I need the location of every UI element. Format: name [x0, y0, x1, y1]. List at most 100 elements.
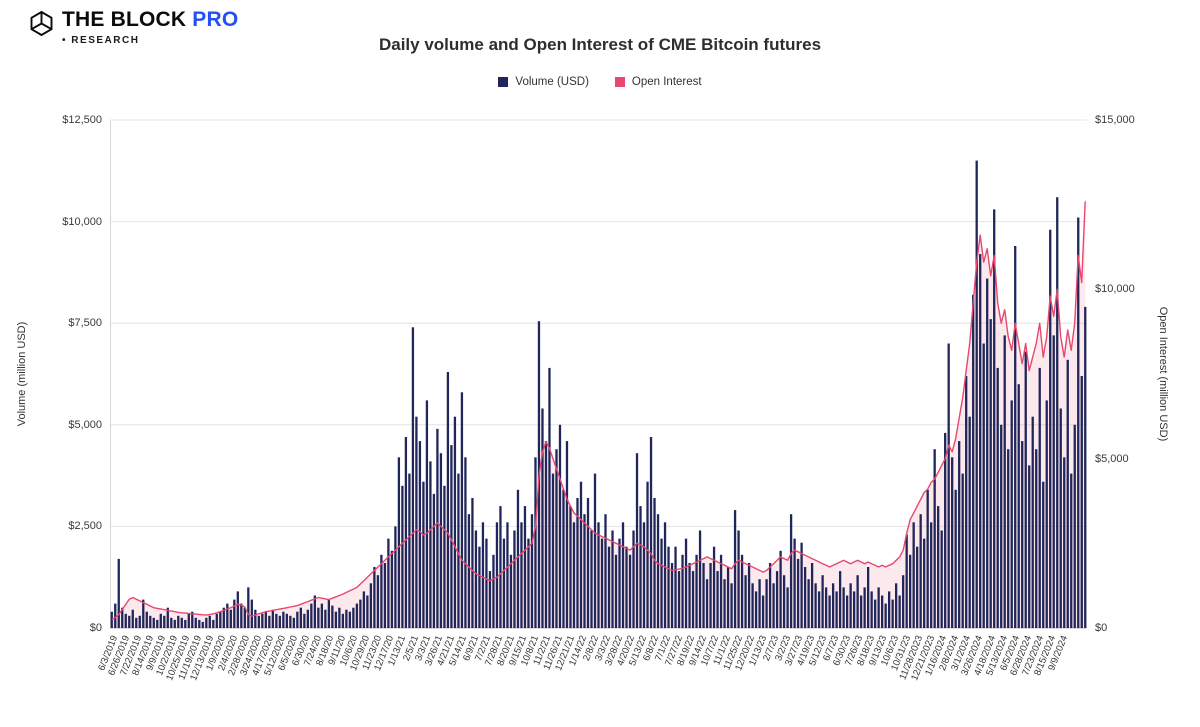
plot-area: [110, 119, 1087, 629]
volume-bar: [986, 278, 989, 628]
volume-bar: [418, 441, 422, 628]
volume-bar: [338, 607, 341, 628]
volume-bar: [541, 408, 544, 628]
volume-bar: [702, 563, 705, 628]
volume-bar: [779, 550, 782, 628]
volume-bar: [257, 615, 260, 628]
volume-bar: [618, 538, 621, 628]
legend: Volume (USD) Open Interest: [0, 76, 1200, 88]
volume-bar: [873, 599, 877, 628]
volume-bar: [299, 607, 302, 628]
volume-bar: [226, 603, 229, 628]
the-block-logo: THE BLOCK PRO • RESEARCH: [28, 8, 238, 46]
volume-bar: [881, 595, 884, 628]
left-axis-tick: $5,000: [68, 418, 102, 431]
volume-bar: [432, 493, 436, 628]
volume-bar: [187, 613, 190, 628]
volume-bar: [1084, 306, 1087, 628]
volume-bar: [138, 615, 141, 628]
volume-bar: [1080, 376, 1083, 628]
volume-bar: [611, 530, 614, 628]
volume-bar: [145, 611, 148, 628]
volume-bar: [492, 554, 495, 628]
volume-bar: [758, 579, 761, 628]
volume-bar: [996, 367, 999, 628]
volume-bar: [485, 538, 488, 628]
volume-bar: [951, 457, 954, 628]
volume-bar: [684, 538, 688, 628]
volume-bar: [222, 607, 225, 628]
volume-bar: [156, 619, 159, 628]
brand-name: THE BLOCK: [62, 8, 187, 31]
volume-bar: [159, 613, 162, 628]
volume-bar: [1077, 217, 1080, 628]
volume-bar: [688, 563, 691, 628]
volume-bar: [793, 538, 796, 628]
volume-bar: [782, 575, 786, 628]
volume-bar: [579, 481, 583, 628]
volume-bar: [870, 591, 873, 628]
volume-bar: [453, 416, 457, 628]
volume-bar: [362, 591, 366, 628]
volume-bar: [401, 485, 404, 628]
volume-bar: [1049, 229, 1052, 628]
volume-bar: [775, 571, 779, 628]
volume-bar: [446, 372, 450, 628]
volume-bar: [803, 567, 807, 628]
volume-bar: [558, 424, 562, 628]
volume-bar: [751, 583, 754, 628]
volume-bar: [786, 587, 789, 628]
volume-bar: [958, 441, 961, 628]
volume-bar: [1042, 481, 1045, 628]
volume-bar: [341, 613, 345, 628]
volume-bar: [124, 613, 127, 628]
volume-bar: [975, 160, 978, 628]
volume-bar: [411, 327, 415, 628]
volume-bar: [789, 514, 793, 628]
volume-bar: [1017, 384, 1020, 628]
volume-bar: [506, 522, 509, 628]
volume-bar: [565, 441, 569, 628]
volume-bar: [919, 514, 922, 628]
volume-bar: [292, 617, 295, 628]
volume-bar: [1070, 473, 1073, 628]
volume-bar: [979, 254, 982, 628]
volume-bar: [320, 603, 324, 628]
volume-bar: [940, 530, 943, 628]
brand-pro: PRO: [192, 8, 239, 31]
volume-bar: [810, 563, 814, 628]
volume-bar: [712, 546, 716, 628]
volume-bar: [895, 583, 898, 628]
volume-swatch-icon: [498, 77, 509, 87]
legend-item-open-interest: Open Interest: [614, 76, 702, 88]
volume-bar: [1021, 441, 1024, 628]
volume-bar: [310, 603, 313, 628]
volume-bar: [674, 546, 677, 628]
volume-bar: [219, 611, 222, 628]
volume-bar: [530, 514, 534, 628]
volume-bar: [170, 617, 173, 628]
volume-bar: [215, 613, 218, 628]
volume-bar: [600, 538, 604, 628]
left-axis-tick: $2,500: [68, 520, 102, 533]
legend-label: Volume (USD): [515, 76, 589, 88]
volume-bar: [1003, 335, 1006, 628]
volume-bar: [628, 554, 632, 628]
right-axis-title: Open Interest (million USD): [1157, 306, 1169, 442]
volume-bar: [733, 510, 737, 628]
volume-bar: [334, 611, 338, 628]
volume-bar: [569, 506, 572, 628]
volume-bar: [282, 611, 285, 628]
volume-bar: [471, 498, 474, 628]
volume-bar: [177, 615, 180, 628]
volume-bar: [488, 571, 492, 628]
volume-bar: [576, 498, 579, 628]
volume-bar: [961, 473, 964, 628]
left-axis-tick: $0: [89, 622, 102, 634]
volume-bar: [845, 595, 849, 628]
volume-bar: [296, 611, 299, 628]
volume-bar: [194, 617, 197, 628]
volume-bar: [740, 554, 744, 628]
volume-bar: [912, 522, 915, 628]
